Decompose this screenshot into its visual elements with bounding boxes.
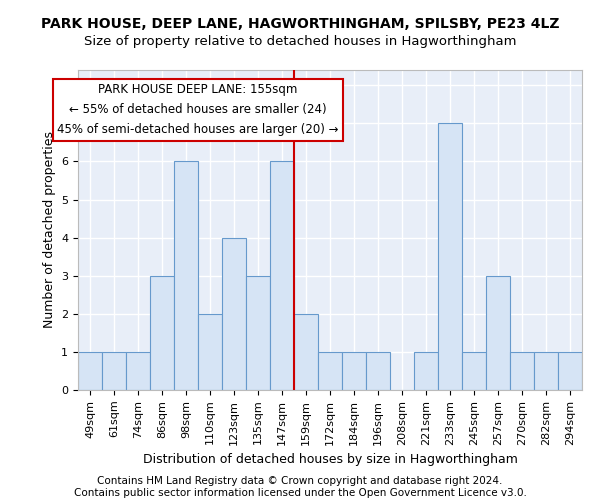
Bar	[150, 276, 174, 390]
Bar	[462, 352, 486, 390]
Bar	[222, 238, 246, 390]
Bar	[366, 352, 390, 390]
Bar	[414, 352, 438, 390]
Bar	[246, 276, 270, 390]
Bar	[294, 314, 318, 390]
Bar	[126, 352, 150, 390]
Bar	[510, 352, 534, 390]
Bar	[318, 352, 342, 390]
Bar	[174, 162, 198, 390]
Text: PARK HOUSE, DEEP LANE, HAGWORTHINGHAM, SPILSBY, PE23 4LZ: PARK HOUSE, DEEP LANE, HAGWORTHINGHAM, S…	[41, 18, 559, 32]
Text: PARK HOUSE DEEP LANE: 155sqm
← 55% of detached houses are smaller (24)
45% of se: PARK HOUSE DEEP LANE: 155sqm ← 55% of de…	[57, 84, 339, 136]
Y-axis label: Number of detached properties: Number of detached properties	[43, 132, 56, 328]
Bar	[102, 352, 126, 390]
Bar	[78, 352, 102, 390]
Bar	[486, 276, 510, 390]
Bar	[342, 352, 366, 390]
Text: Contains HM Land Registry data © Crown copyright and database right 2024.
Contai: Contains HM Land Registry data © Crown c…	[74, 476, 526, 498]
Bar	[270, 162, 294, 390]
Text: Size of property relative to detached houses in Hagworthingham: Size of property relative to detached ho…	[84, 35, 516, 48]
X-axis label: Distribution of detached houses by size in Hagworthingham: Distribution of detached houses by size …	[143, 453, 517, 466]
Bar	[198, 314, 222, 390]
Bar	[558, 352, 582, 390]
Bar	[438, 124, 462, 390]
Bar	[534, 352, 558, 390]
